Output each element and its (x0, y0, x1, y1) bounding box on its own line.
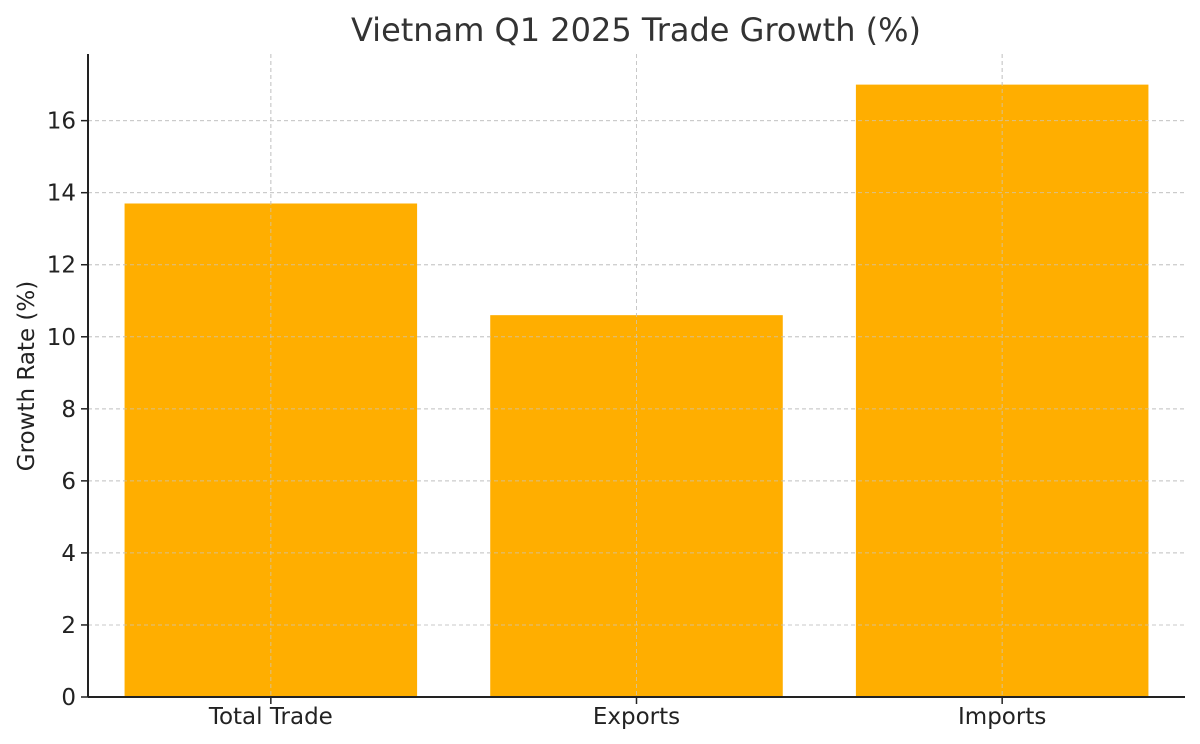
y-tick-label: 16 (47, 109, 76, 135)
y-axis-ticks: 0 2 4 6 8 10 12 14 16 (47, 109, 88, 711)
y-tick-label: 14 (47, 181, 76, 207)
y-axis-label: Growth Rate (%) (14, 281, 40, 471)
y-tick-label: 8 (61, 397, 76, 423)
bars (88, 54, 1185, 698)
y-tick-label: 12 (47, 253, 76, 279)
x-tick-label: Total Trade (208, 704, 333, 730)
y-tick-label: 2 (61, 613, 76, 639)
chart-title: Vietnam Q1 2025 Trade Growth (%) (351, 11, 921, 49)
y-tick-label: 6 (61, 469, 76, 495)
y-tick-label: 10 (47, 325, 76, 351)
x-tick-label: Imports (958, 704, 1046, 730)
x-axis-ticks: Total Trade Exports Imports (208, 697, 1046, 730)
y-tick-label: 0 (61, 685, 76, 711)
x-tick-label: Exports (593, 704, 680, 730)
y-tick-label: 4 (61, 541, 76, 567)
